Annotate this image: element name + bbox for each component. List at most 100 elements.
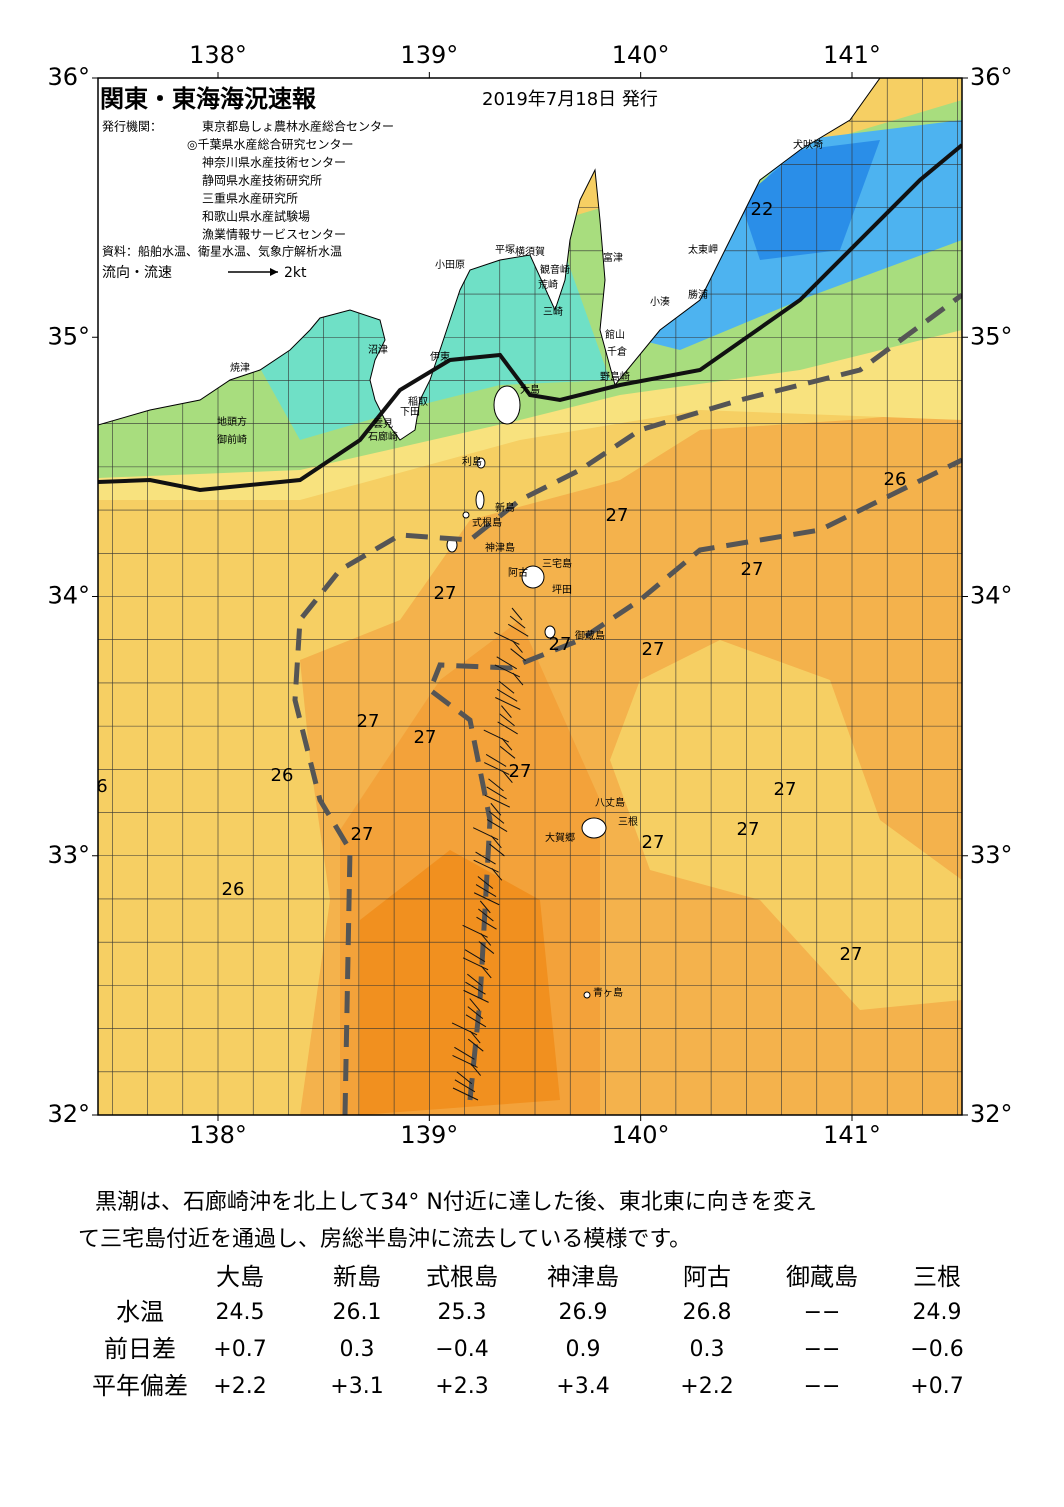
table-cell: +3.4 [556,1374,609,1399]
current-vector [454,1079,476,1093]
issuer: 和歌山県水産試験場 [202,209,310,224]
place-name: 太東岬 [688,243,718,256]
current-vector [467,1038,484,1052]
current-vector [497,721,518,735]
warmest-zone [360,850,560,1115]
legend-label: 流向・流速 [102,265,172,281]
lon-label: 140° [612,1121,670,1149]
table-cell: 24.5 [216,1300,265,1325]
place-name: 大島 [520,383,540,396]
current-vector [490,835,502,849]
place-name: 富津 [603,251,623,264]
issuer-label: 発行機関： [102,119,162,134]
place-name: 御蔵島 [575,629,605,642]
temperature-label: 27 [549,634,572,655]
place-name: 小湊 [650,295,670,308]
island [521,565,545,589]
info-box [98,78,376,290]
current-vector [499,713,515,727]
temperature-label: 27 [840,944,863,965]
island [462,511,470,519]
current-vector [510,648,526,662]
current-vector [489,843,505,857]
place-name: 雲見 [373,418,393,430]
legend-arrowhead [270,268,278,276]
current-vector [472,827,499,841]
current-vector [451,1022,478,1036]
cool-patch [610,640,962,1010]
current-vector [507,623,529,637]
place-name: 青ヶ島 [593,986,623,999]
temperature-label: 22 [751,199,774,220]
current-vector [490,802,502,816]
current-vector [465,1014,487,1028]
current-vector [470,1063,482,1076]
temperature-label: 26 [884,469,907,490]
temperature-label: 27 [414,727,437,748]
lat-label: 33° [47,841,90,869]
current-vector [488,778,504,792]
place-name: 阿古 [508,566,528,579]
place-name: 犬吠埼 [793,138,823,151]
current-vector [511,607,523,621]
current-vector [469,1030,481,1044]
current-vector [475,851,496,865]
current-vector [473,859,499,873]
table-cell: 24.9 [913,1300,962,1325]
current-vector [464,949,486,963]
current-vector [463,989,489,1003]
current-vector [496,688,518,702]
temperature-label: 27 [737,819,760,840]
temperature-label: 27 [357,711,380,732]
current-vector [467,1006,484,1020]
place-name: 三宅島 [542,557,572,570]
current-vector [484,762,510,776]
current-vector [501,737,513,751]
place-name: 平塚 [495,244,515,256]
current-vector [485,754,507,767]
issuer: 漁業情報サービスセンター [202,228,346,242]
row-label: 水温 [116,1298,164,1326]
legend-unit: 2kt [284,265,307,281]
current-vector [512,672,524,686]
temperature-label: 27 [642,832,665,853]
table-cell: +0.7 [213,1337,266,1362]
place-name: 稲取 [408,396,428,408]
title: 関東・東海海況速報 [100,85,317,113]
current-vector [491,868,503,881]
lat-label: 34° [970,582,1013,610]
current-vector [469,998,481,1011]
issuer: 三重県水産研究所 [202,191,298,206]
table-header: 大島 [216,1263,264,1291]
temperature-label: 27 [642,639,665,660]
place-name: 三崎 [543,305,563,318]
place-name: 御前崎 [217,433,247,446]
current-vector [478,908,494,922]
current-vector [462,924,488,938]
place-name: 小田原 [435,259,465,271]
current-vector [478,941,495,954]
issuer: 東京都島しょ農林水産総合センター [202,119,394,134]
current-vector [501,705,512,718]
map [98,78,962,1115]
temperature-label: 6 [96,776,107,797]
current-vector [498,680,515,694]
lat-label: 34° [47,582,90,610]
date: 2019年7月18日 発行 [482,89,658,110]
current-vector [480,933,492,946]
place-name: 館山 [605,328,625,341]
table-cell: −− [804,1337,841,1362]
table-cell: 0.3 [690,1337,725,1362]
current-vector [494,664,521,678]
island [493,385,521,425]
lat-label: 32° [970,1100,1013,1128]
place-name: 野島崎 [600,370,630,383]
table-cell: −− [804,1300,841,1325]
table-header: 阿古 [683,1263,731,1291]
row-label: 平年偏差 [92,1372,188,1400]
current-vector [475,884,497,898]
front-line [426,457,962,1101]
temperature-label: 26 [271,765,294,786]
front-line [292,292,962,1115]
deep-blue-zone [740,140,880,260]
